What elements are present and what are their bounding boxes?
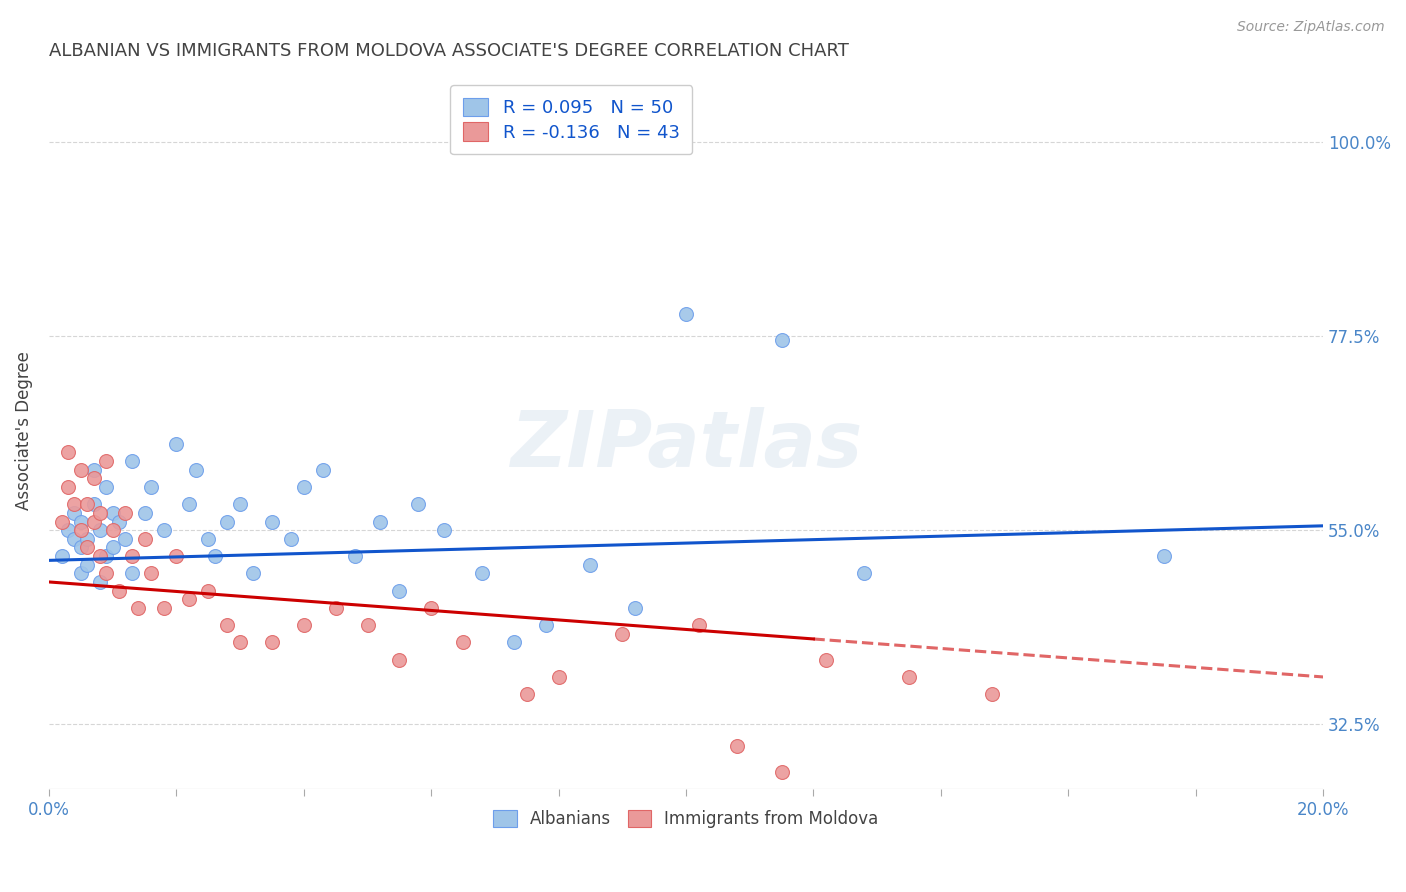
Point (292, 480, 315, 494)
Point (165, 549, 187, 563)
Point (179, 592, 201, 607)
Point (433, 523, 456, 537)
Point (612, 627, 634, 641)
Point (89, 523, 111, 537)
Point (356, 618, 378, 632)
Point (388, 583, 411, 598)
Y-axis label: Associate's Degree: Associate's Degree (15, 351, 32, 510)
Point (69, 523, 91, 537)
Point (56, 445, 79, 459)
Point (675, 307, 697, 321)
Point (89, 574, 111, 589)
Point (312, 463, 335, 477)
Point (217, 618, 239, 632)
Point (343, 549, 366, 563)
Point (127, 600, 149, 615)
Point (420, 600, 443, 615)
Point (229, 497, 252, 511)
Point (83, 497, 105, 511)
Point (325, 600, 347, 615)
Point (56, 523, 79, 537)
Point (408, 497, 430, 511)
Point (108, 583, 131, 598)
Point (69, 463, 91, 477)
Point (89, 506, 111, 520)
Point (63, 506, 86, 520)
Point (1153, 549, 1175, 563)
Point (63, 497, 86, 511)
Point (368, 515, 391, 529)
Point (139, 480, 162, 494)
Point (579, 558, 602, 572)
Text: Source: ZipAtlas.com: Source: ZipAtlas.com (1237, 20, 1385, 34)
Point (108, 515, 131, 529)
Point (770, 764, 793, 779)
Point (471, 566, 494, 581)
Point (121, 454, 143, 468)
Point (534, 618, 557, 632)
Point (69, 515, 91, 529)
Point (260, 515, 283, 529)
Point (184, 463, 207, 477)
Point (51, 549, 73, 563)
Point (83, 471, 105, 485)
Point (96, 549, 118, 563)
Point (688, 618, 710, 632)
Point (69, 541, 91, 555)
Point (165, 437, 187, 451)
Point (51, 515, 73, 529)
Point (179, 497, 201, 511)
Point (96, 566, 118, 581)
Point (63, 532, 86, 546)
Point (56, 480, 79, 494)
Point (96, 480, 118, 494)
Point (101, 541, 124, 555)
Point (197, 532, 219, 546)
Point (83, 515, 105, 529)
Point (101, 523, 124, 537)
Point (516, 687, 538, 701)
Point (76, 532, 98, 546)
Point (204, 549, 226, 563)
Point (134, 532, 156, 546)
Point (139, 566, 162, 581)
Point (76, 497, 98, 511)
Text: ZIPatlas: ZIPatlas (510, 407, 862, 483)
Point (152, 600, 174, 615)
Point (89, 549, 111, 563)
Point (121, 566, 143, 581)
Point (898, 670, 921, 684)
Point (388, 653, 411, 667)
Point (76, 558, 98, 572)
Point (121, 549, 143, 563)
Legend: Albanians, Immigrants from Moldova: Albanians, Immigrants from Moldova (486, 803, 886, 835)
Point (770, 333, 793, 347)
Point (242, 566, 264, 581)
Point (197, 583, 219, 598)
Point (69, 566, 91, 581)
Point (114, 506, 136, 520)
Point (503, 635, 526, 649)
Point (815, 653, 838, 667)
Point (96, 454, 118, 468)
Point (292, 618, 315, 632)
Point (280, 532, 302, 546)
Point (76, 541, 98, 555)
Point (217, 515, 239, 529)
Point (624, 600, 647, 615)
Point (725, 739, 748, 753)
Point (980, 687, 1002, 701)
Point (229, 635, 252, 649)
Point (260, 635, 283, 649)
Point (101, 506, 124, 520)
Point (853, 566, 876, 581)
Point (134, 506, 156, 520)
Point (451, 635, 474, 649)
Point (547, 670, 569, 684)
Text: ALBANIAN VS IMMIGRANTS FROM MOLDOVA ASSOCIATE'S DEGREE CORRELATION CHART: ALBANIAN VS IMMIGRANTS FROM MOLDOVA ASSO… (49, 42, 849, 60)
Point (83, 463, 105, 477)
Point (152, 523, 174, 537)
Point (114, 532, 136, 546)
